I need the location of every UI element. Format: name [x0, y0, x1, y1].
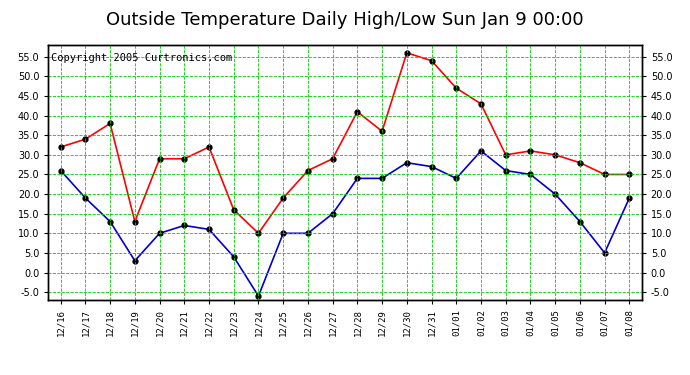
Text: Copyright 2005 Curtronics.com: Copyright 2005 Curtronics.com — [51, 53, 233, 63]
Text: Outside Temperature Daily High/Low Sun Jan 9 00:00: Outside Temperature Daily High/Low Sun J… — [106, 11, 584, 29]
